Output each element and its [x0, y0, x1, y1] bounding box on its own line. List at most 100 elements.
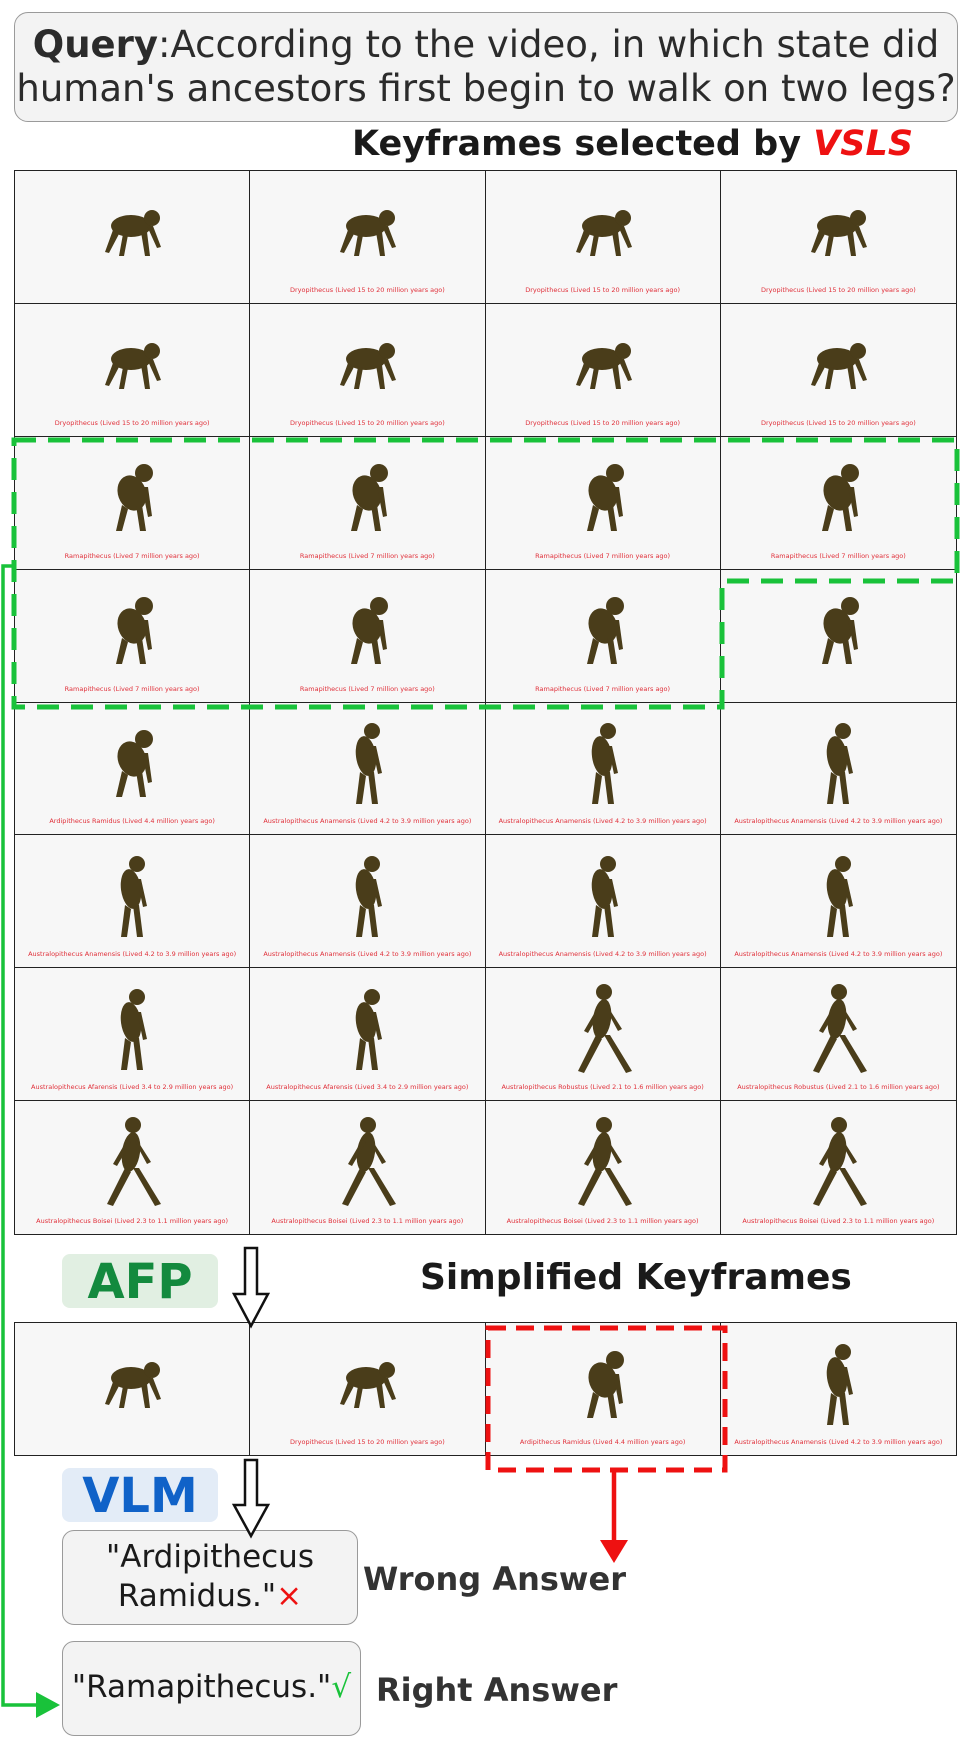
- hominid-silhouette-icon: [356, 988, 383, 1070]
- frame-caption: Australopithecus Anamensis (Lived 4.2 to…: [498, 950, 707, 959]
- right-answer-text: "Ramapithecus.": [71, 1669, 332, 1705]
- frame-caption: Australopithecus Anamensis (Lived 4.2 to…: [734, 817, 943, 826]
- keyframes-heading: Keyframes selected by VSLS: [352, 124, 913, 164]
- frame-caption: Australopithecus Anamensis (Lived 4.2 to…: [498, 817, 707, 826]
- keyframe-frame: Australopithecus Robustus (Lived 2.1 to …: [720, 968, 956, 1102]
- keyframes-grid: Dryopithecus (Lived 15 to 20 million yea…: [14, 170, 957, 1235]
- keyframe-frame: Ramapithecus (Lived 7 million years ago): [485, 569, 721, 703]
- keyframes-heading-prefix: Keyframes selected by: [352, 124, 814, 164]
- right-answer-arrow-icon: [36, 1692, 60, 1718]
- frame-caption: Dryopithecus (Lived 15 to 20 million yea…: [289, 285, 445, 294]
- hominid-silhouette-icon: [586, 1350, 624, 1418]
- keyframe-frame: Australopithecus Boisei (Lived 2.3 to 1.…: [485, 1101, 721, 1234]
- wrong-answer-verdict: Wrong Answer: [363, 1560, 626, 1598]
- simplified-keyframe-frame: [15, 1323, 251, 1455]
- wrong-answer-text: Ramidus.": [117, 1578, 277, 1614]
- method-name: VSLS: [813, 124, 914, 164]
- frame-caption: Australopithecus Robustus (Lived 2.1 to …: [737, 1083, 940, 1092]
- hominid-silhouette-icon: [811, 342, 868, 389]
- frame-caption: Australopithecus Anamensis (Lived 4.2 to…: [734, 1438, 943, 1446]
- hominid-silhouette-icon: [586, 464, 624, 532]
- frame-caption: Ramapithecus (Lived 7 million years ago): [535, 684, 671, 693]
- keyframe-frame: Dryopithecus (Lived 15 to 20 million yea…: [250, 303, 486, 437]
- hominid-silhouette-icon: [340, 209, 397, 256]
- keyframe-frame: Ardipithecus Ramidus (Lived 4.4 million …: [15, 702, 251, 836]
- hominid-silhouette-icon: [116, 464, 154, 532]
- query-separator: :: [158, 23, 171, 66]
- hominid-silhouette-icon: [120, 856, 148, 938]
- simplified-keyframe-frame: Australopithecus Anamensis (Lived 4.2 to…: [720, 1323, 956, 1455]
- wrong-answer-line-1: "Ardipithecus: [106, 1539, 314, 1575]
- check-icon: √: [331, 1669, 352, 1705]
- simplified-keyframe-frame: Ardipithecus Ramidus (Lived 4.4 million …: [485, 1323, 721, 1455]
- simplified-keyframes-strip: Dryopithecus (Lived 15 to 20 million yea…: [14, 1322, 957, 1456]
- keyframe-frame: Australopithecus Robustus (Lived 2.1 to …: [485, 968, 721, 1102]
- frame-caption: Ardipithecus Ramidus (Lived 4.4 million …: [519, 1438, 686, 1446]
- hominid-silhouette-icon: [827, 1343, 854, 1425]
- keyframe-frame: Australopithecus Boisei (Lived 2.3 to 1.…: [720, 1101, 956, 1234]
- frame-caption: Australopithecus Anamensis (Lived 4.2 to…: [263, 817, 472, 826]
- keyframe-frame: Australopithecus Anamensis (Lived 4.2 to…: [720, 835, 956, 969]
- hominid-silhouette-icon: [356, 856, 383, 938]
- frame-caption: Australopithecus Anamensis (Lived 4.2 to…: [28, 950, 237, 959]
- frame-caption: Australopithecus Robustus (Lived 2.1 to …: [501, 1083, 704, 1092]
- hominid-silhouette-icon: [105, 209, 162, 256]
- cross-icon: ×: [276, 1578, 303, 1614]
- afp-tag: AFP: [62, 1254, 218, 1310]
- frame-caption: Australopithecus Anamensis (Lived 4.2 to…: [734, 950, 943, 959]
- query-label: Query: [32, 23, 159, 66]
- frame-caption: Australopithecus Boisei (Lived 2.3 to 1.…: [271, 1217, 464, 1225]
- frame-caption: Australopithecus Afarensis (Lived 3.4 to…: [266, 1083, 469, 1092]
- hominid-silhouette-icon: [340, 1361, 397, 1408]
- frame-caption: Australopithecus Afarensis (Lived 3.4 to…: [31, 1083, 234, 1092]
- hominid-silhouette-icon: [827, 723, 854, 805]
- keyframe-frame: Australopithecus Boisei (Lived 2.3 to 1.…: [15, 1101, 251, 1234]
- frame-caption: Ramapithecus (Lived 7 million years ago): [64, 684, 200, 693]
- keyframe-frame: Ramapithecus (Lived 7 million years ago): [485, 436, 721, 570]
- frame-caption: Australopithecus Anamensis (Lived 4.2 to…: [263, 950, 472, 959]
- keyframe-frame: Australopithecus Anamensis (Lived 4.2 to…: [250, 702, 486, 836]
- frame-caption: Australopithecus Boisei (Lived 2.3 to 1.…: [36, 1217, 229, 1225]
- right-answer-verdict: Right Answer: [376, 1671, 618, 1709]
- frame-caption: Dryopithecus (Lived 15 to 20 million yea…: [289, 418, 445, 427]
- keyframe-frame: Dryopithecus (Lived 15 to 20 million yea…: [250, 171, 486, 304]
- hominid-silhouette-icon: [813, 1117, 868, 1207]
- wrong-answer-box: "Ardipithecus Ramidus."×: [62, 1530, 358, 1625]
- hominid-silhouette-icon: [116, 730, 154, 798]
- query-line-1: Query:According to the video, in which s…: [15, 23, 957, 67]
- afp-down-arrow-icon: [231, 1246, 271, 1329]
- keyframe-frame: Australopithecus Anamensis (Lived 4.2 to…: [720, 702, 956, 836]
- hominid-silhouette-icon: [340, 342, 397, 389]
- hominid-silhouette-icon: [591, 723, 618, 805]
- frame-caption: Ramapithecus (Lived 7 million years ago): [535, 551, 671, 560]
- hominid-silhouette-icon: [116, 597, 154, 665]
- hominid-silhouette-icon: [591, 856, 618, 938]
- hominid-silhouette-icon: [120, 988, 148, 1070]
- hominid-silhouette-icon: [575, 342, 632, 389]
- hominid-silhouette-icon: [105, 342, 162, 389]
- keyframe-frame: Australopithecus Anamensis (Lived 4.2 to…: [15, 835, 251, 969]
- keyframe-frame: Australopithecus Anamensis (Lived 4.2 to…: [485, 835, 721, 969]
- keyframe-frame: Ramapithecus (Lived 7 million years ago): [250, 436, 486, 570]
- frame-caption: Ramapithecus (Lived 7 million years ago): [299, 551, 435, 560]
- frame-caption: Australopithecus Boisei (Lived 2.3 to 1.…: [742, 1217, 935, 1225]
- frame-caption: Dryopithecus (Lived 15 to 20 million yea…: [54, 418, 210, 427]
- keyframe-frame: Australopithecus Anamensis (Lived 4.2 to…: [250, 835, 486, 969]
- keyframe-frame: Ramapithecus (Lived 7 million years ago): [15, 569, 251, 703]
- hominid-silhouette-icon: [351, 597, 389, 665]
- hominid-silhouette-icon: [575, 209, 632, 256]
- hominid-silhouette-icon: [827, 856, 854, 938]
- keyframe-frame: [15, 171, 251, 304]
- simplified-heading: Simplified Keyframes: [420, 1257, 852, 1298]
- keyframe-frame: Australopithecus Afarensis (Lived 3.4 to…: [15, 968, 251, 1102]
- hominid-silhouette-icon: [813, 983, 868, 1073]
- hominid-silhouette-icon: [105, 1361, 162, 1408]
- keyframe-frame: Ramapithecus (Lived 7 million years ago): [250, 569, 486, 703]
- right-answer-box: "Ramapithecus."√: [62, 1641, 361, 1736]
- frame-caption: Ardipithecus Ramidus (Lived 4.4 million …: [49, 817, 215, 826]
- query-box: Query:According to the video, in which s…: [14, 12, 958, 122]
- frame-caption: Dryopithecus (Lived 15 to 20 million yea…: [525, 418, 681, 427]
- vlm-down-arrow-icon: [231, 1458, 271, 1539]
- query-text-2: human's ancestors first begin to walk on…: [16, 67, 956, 110]
- keyframe-frame: Dryopithecus (Lived 15 to 20 million yea…: [720, 171, 956, 304]
